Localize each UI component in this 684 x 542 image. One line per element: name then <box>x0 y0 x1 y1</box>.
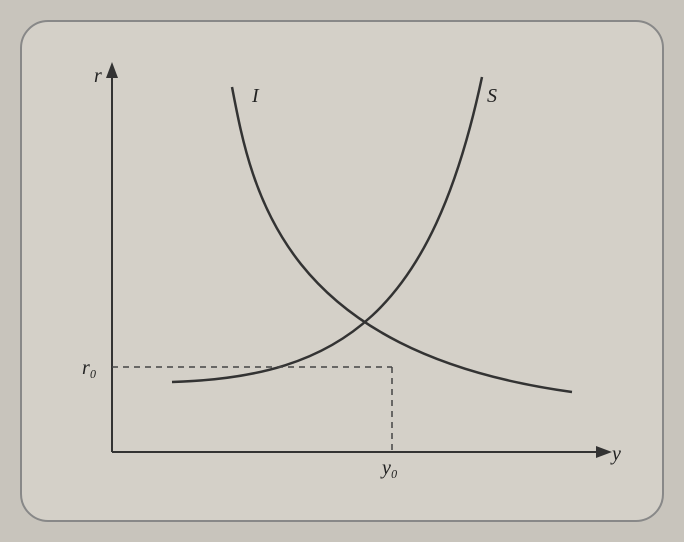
tick-label-y0: y₀ <box>380 457 398 479</box>
y-axis-label: r <box>94 65 102 87</box>
x-axis-arrow-icon <box>596 446 612 458</box>
x-axis-label: y <box>610 443 621 465</box>
y-axis-arrow-icon <box>106 62 118 78</box>
curve-label-i: I <box>251 85 260 107</box>
curve-label-s: S <box>487 85 497 107</box>
curve-saving <box>172 77 482 382</box>
tick-label-r0: r₀ <box>82 357 97 379</box>
chart-frame: r y I S r₀ y₀ <box>20 20 664 522</box>
curve-investment <box>232 87 572 392</box>
is-chart: r y I S r₀ y₀ <box>42 42 642 502</box>
